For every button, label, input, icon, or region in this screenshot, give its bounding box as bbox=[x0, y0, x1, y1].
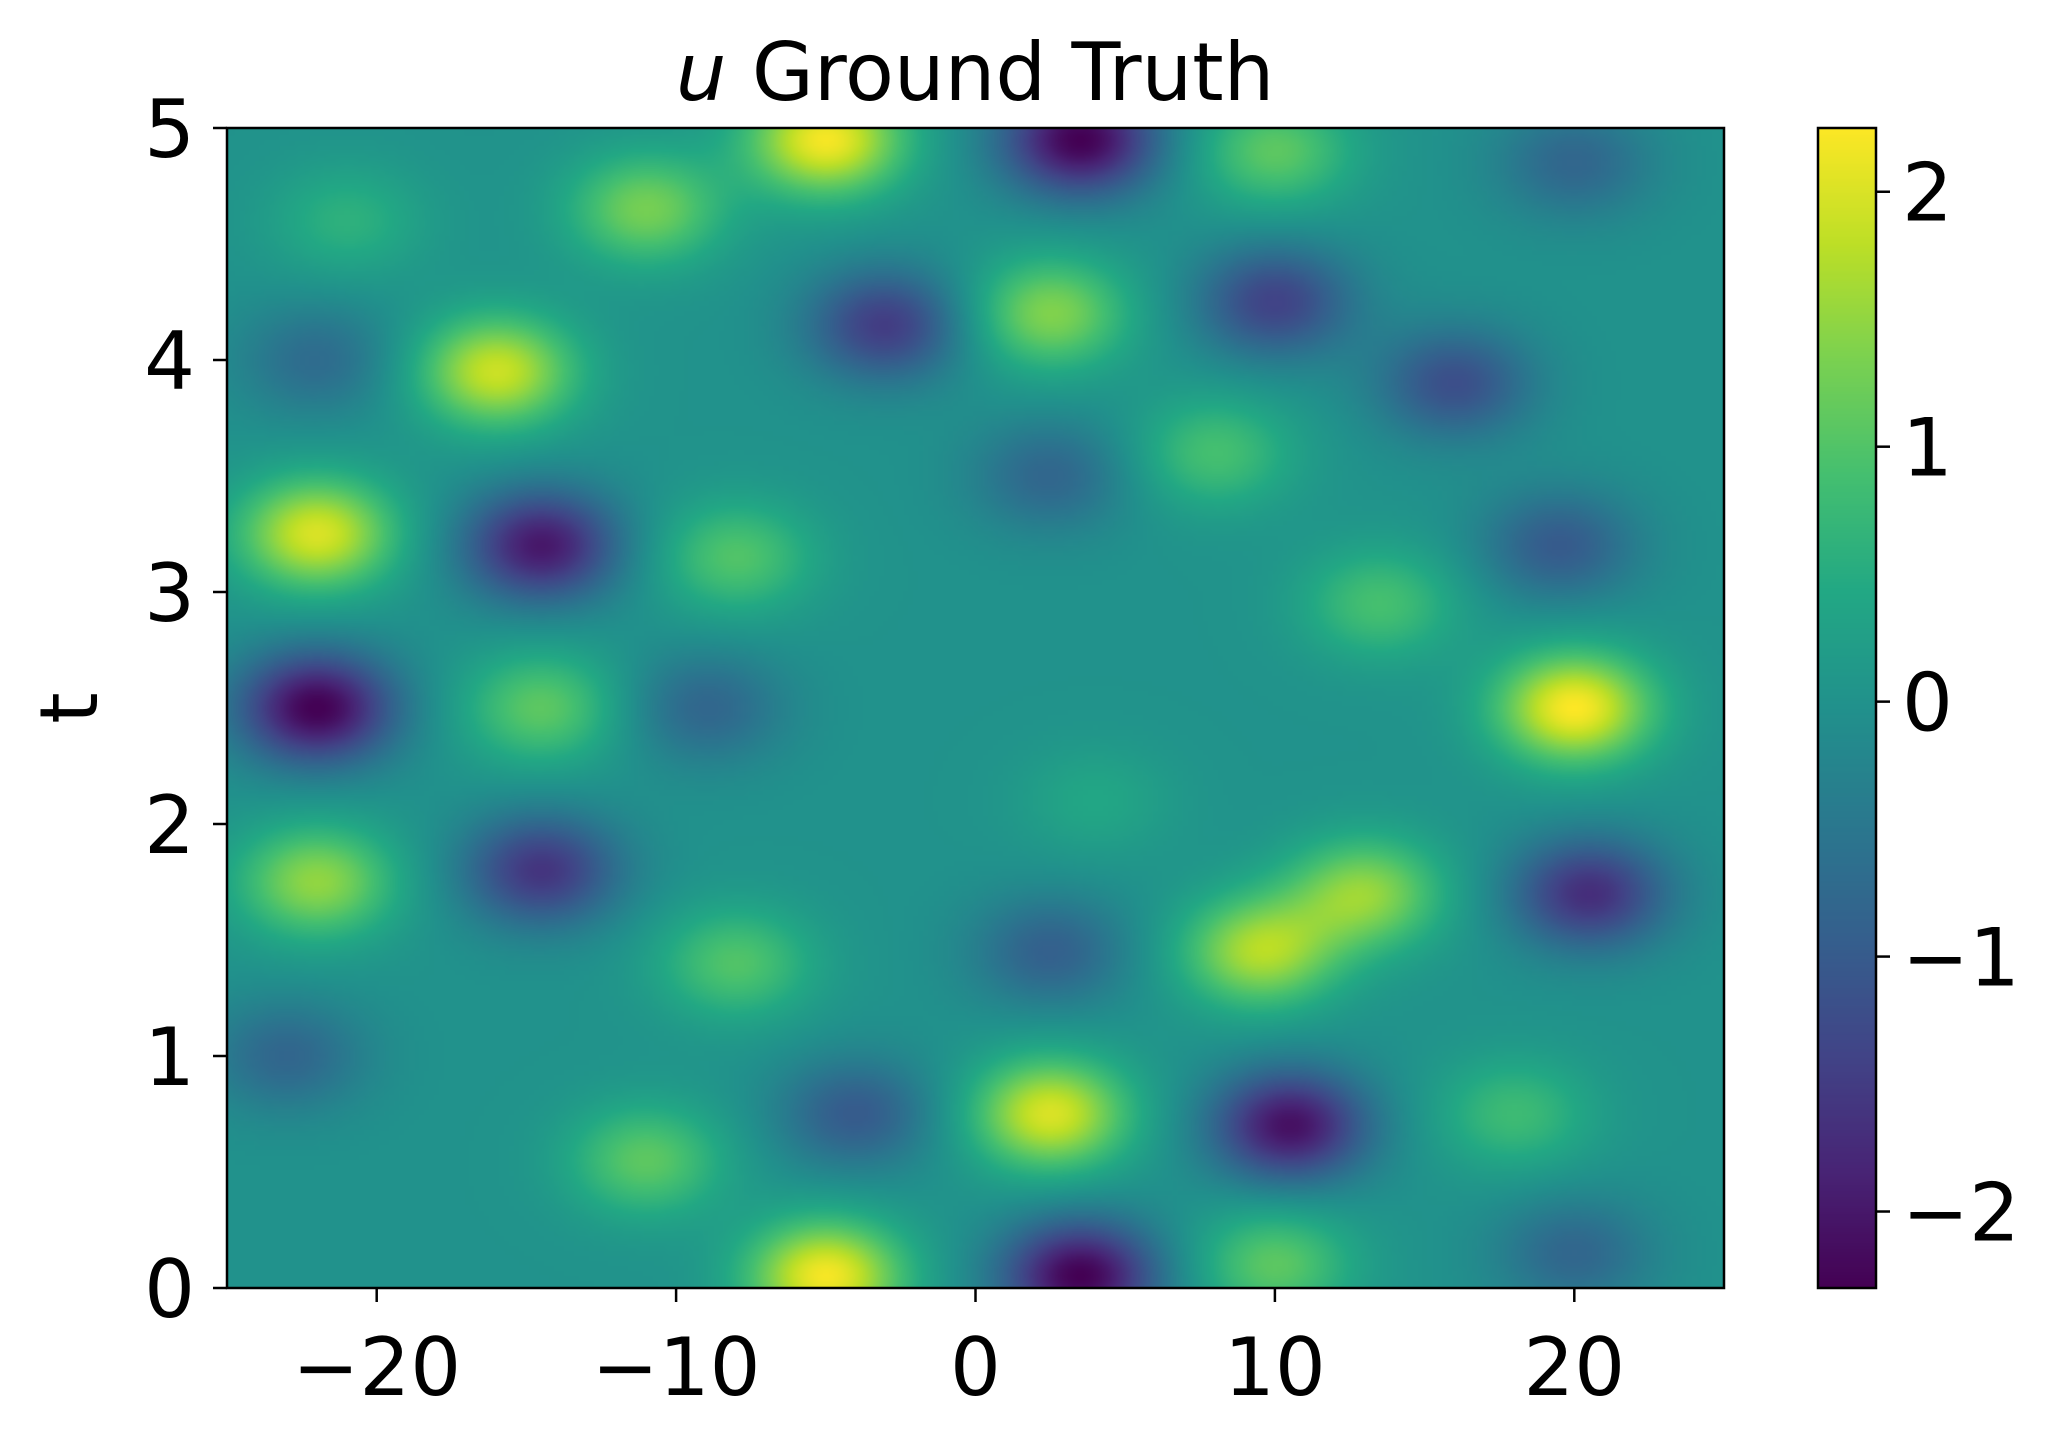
chart-title: u Ground Truth bbox=[676, 26, 1275, 119]
y-tick-label: 3 bbox=[144, 547, 195, 640]
colorbar-ticks: −2 −1 0 1 2 bbox=[1876, 147, 2020, 1260]
colorbar-gradient bbox=[1818, 128, 1876, 1288]
x-tick-label: 20 bbox=[1523, 1321, 1625, 1414]
x-axis-ticks: −20 −10 0 10 20 bbox=[292, 1288, 1625, 1414]
plot-frame bbox=[225, 126, 1726, 1290]
y-tick-label: 1 bbox=[144, 1011, 195, 1104]
colorbar-tick-label: 1 bbox=[1902, 402, 1953, 495]
colorbar-frame bbox=[1816, 126, 1878, 1290]
colorbar-tick-label: 2 bbox=[1902, 147, 1953, 240]
y-tick-label: 5 bbox=[144, 83, 195, 176]
y-axis-ticks: 0 1 2 3 4 5 bbox=[144, 83, 227, 1336]
colorbar-tick-label: −2 bbox=[1902, 1167, 2020, 1260]
y-tick-label: 2 bbox=[144, 779, 195, 872]
y-axis-label: t bbox=[23, 692, 116, 723]
x-tick-label: −10 bbox=[592, 1321, 761, 1414]
y-tick-label: 0 bbox=[144, 1243, 195, 1336]
title-text: Ground Truth bbox=[726, 26, 1274, 119]
x-tick-label: 0 bbox=[950, 1321, 1001, 1414]
y-tick-label: 4 bbox=[144, 315, 195, 408]
title-variable: u bbox=[676, 26, 727, 119]
x-tick-label: −20 bbox=[292, 1321, 461, 1414]
x-tick-label: 10 bbox=[1224, 1321, 1326, 1414]
heatmap-image bbox=[227, 128, 1724, 1288]
colorbar-tick-label: −1 bbox=[1902, 912, 2020, 1005]
colorbar-tick-label: 0 bbox=[1902, 657, 1953, 750]
